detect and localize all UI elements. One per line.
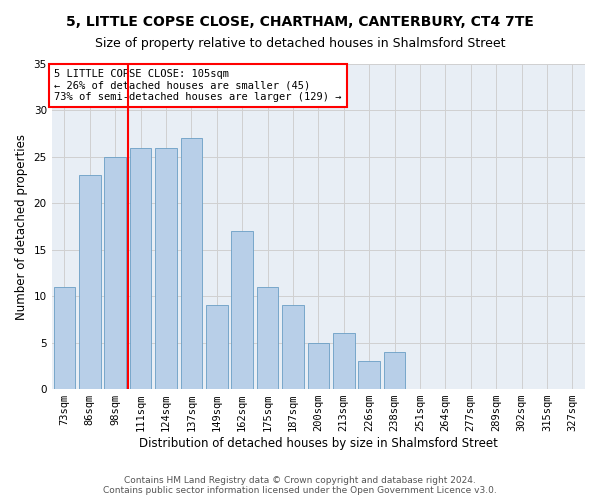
- Bar: [358, 361, 380, 389]
- Bar: [308, 342, 329, 389]
- Text: 5, LITTLE COPSE CLOSE, CHARTHAM, CANTERBURY, CT4 7TE: 5, LITTLE COPSE CLOSE, CHARTHAM, CANTERB…: [66, 15, 534, 29]
- X-axis label: Distribution of detached houses by size in Shalmsford Street: Distribution of detached houses by size …: [139, 437, 498, 450]
- Bar: [79, 176, 101, 389]
- Text: Size of property relative to detached houses in Shalmsford Street: Size of property relative to detached ho…: [95, 38, 505, 51]
- Bar: [53, 287, 75, 389]
- Bar: [282, 306, 304, 389]
- Text: Contains HM Land Registry data © Crown copyright and database right 2024.
Contai: Contains HM Land Registry data © Crown c…: [103, 476, 497, 495]
- Bar: [130, 148, 151, 389]
- Bar: [181, 138, 202, 389]
- Bar: [206, 306, 227, 389]
- Bar: [333, 334, 355, 389]
- Bar: [384, 352, 406, 389]
- Bar: [257, 287, 278, 389]
- Bar: [232, 231, 253, 389]
- Y-axis label: Number of detached properties: Number of detached properties: [15, 134, 28, 320]
- Bar: [155, 148, 177, 389]
- Bar: [104, 157, 126, 389]
- Text: 5 LITTLE COPSE CLOSE: 105sqm
← 26% of detached houses are smaller (45)
73% of se: 5 LITTLE COPSE CLOSE: 105sqm ← 26% of de…: [55, 69, 342, 102]
